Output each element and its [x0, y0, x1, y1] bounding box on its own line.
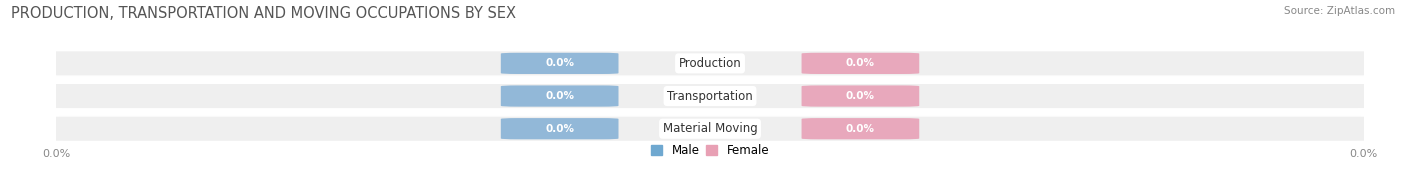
Text: Material Moving: Material Moving: [662, 122, 758, 135]
FancyBboxPatch shape: [801, 85, 920, 107]
Text: Source: ZipAtlas.com: Source: ZipAtlas.com: [1284, 6, 1395, 16]
Text: Production: Production: [679, 57, 741, 70]
Text: 0.0%: 0.0%: [546, 91, 574, 101]
FancyBboxPatch shape: [801, 118, 920, 139]
Text: 0.0%: 0.0%: [846, 124, 875, 134]
FancyBboxPatch shape: [44, 51, 1376, 76]
FancyBboxPatch shape: [44, 83, 1376, 109]
Text: 0.0%: 0.0%: [546, 124, 574, 134]
Text: Transportation: Transportation: [668, 90, 752, 103]
Text: 0.0%: 0.0%: [846, 91, 875, 101]
FancyBboxPatch shape: [501, 53, 619, 74]
Text: 0.0%: 0.0%: [846, 58, 875, 68]
FancyBboxPatch shape: [801, 53, 920, 74]
FancyBboxPatch shape: [501, 85, 619, 107]
FancyBboxPatch shape: [501, 118, 619, 139]
Text: PRODUCTION, TRANSPORTATION AND MOVING OCCUPATIONS BY SEX: PRODUCTION, TRANSPORTATION AND MOVING OC…: [11, 6, 516, 21]
Legend: Male, Female: Male, Female: [651, 144, 769, 157]
Text: 0.0%: 0.0%: [546, 58, 574, 68]
FancyBboxPatch shape: [44, 116, 1376, 142]
